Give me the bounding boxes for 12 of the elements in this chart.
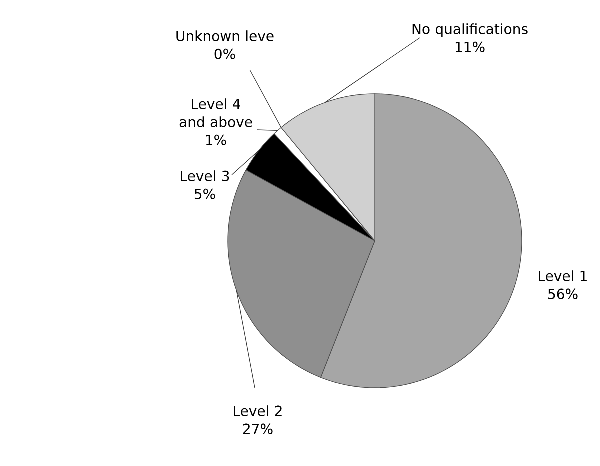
slice-label: Level 2: [234, 406, 282, 416]
slice-label: Level 3: [181, 170, 230, 182]
data-label: 56%: [548, 288, 578, 300]
text: 0%: [214, 48, 236, 60]
data-label: 1%: [206, 134, 226, 146]
slice-label: Level 4 and above: [180, 98, 252, 128]
data-label: 27%: [243, 424, 273, 434]
slice-label: Level 1: [539, 270, 587, 282]
data-label: 5%: [194, 188, 216, 200]
slice-label: No qualifications: [412, 24, 528, 38]
category-label: Unknown leve: [176, 30, 274, 42]
data-label: 11%: [456, 42, 485, 52]
